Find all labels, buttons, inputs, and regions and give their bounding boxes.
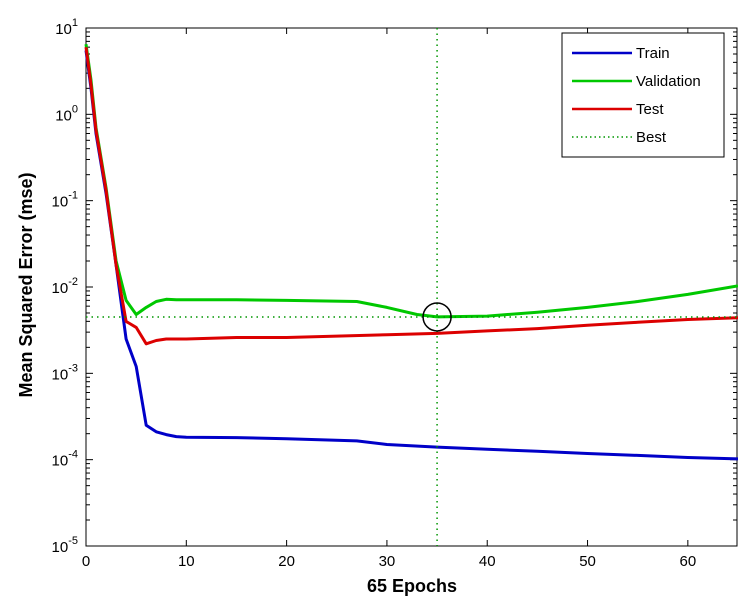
x-tick-label: 50 (579, 553, 596, 570)
x-tick-label: 40 (479, 553, 496, 570)
axis-ticks: 0 10 20 30 40 50 60 101 100 10-1 10-2 10-3 10-4 10-5 (52, 17, 737, 570)
y-tick-label: 10-3 (52, 362, 78, 383)
y-tick-label: 10-5 (52, 535, 78, 556)
y-tick-label: 10-4 (52, 449, 78, 470)
y-axis-label: Mean Squared Error (mse) (16, 172, 36, 397)
legend-label-test: Test (636, 101, 664, 118)
x-tick-label: 10 (178, 553, 195, 570)
series-line-test (84, 47, 738, 346)
x-axis-label: 65 Epochs (367, 576, 457, 596)
x-tick-label: 20 (278, 553, 295, 570)
x-tick-label: 0 (82, 553, 90, 570)
y-tick-label: 101 (55, 17, 78, 38)
y-tick-label: 100 (55, 103, 78, 124)
legend: Train Validation Test Best (561, 32, 725, 158)
y-tick-label: 10-2 (52, 276, 78, 297)
series-lines (84, 43, 738, 461)
x-tick-label: 60 (680, 553, 697, 570)
best-point-circle (422, 302, 452, 332)
legend-label-validation: Validation (636, 73, 701, 90)
legend-label-best: Best (636, 129, 667, 146)
legend-label-train: Train (636, 45, 670, 62)
y-tick-label: 10-1 (52, 190, 78, 211)
best-marker (86, 28, 738, 546)
legend-box (561, 32, 725, 158)
x-tick-label: 30 (379, 553, 396, 570)
